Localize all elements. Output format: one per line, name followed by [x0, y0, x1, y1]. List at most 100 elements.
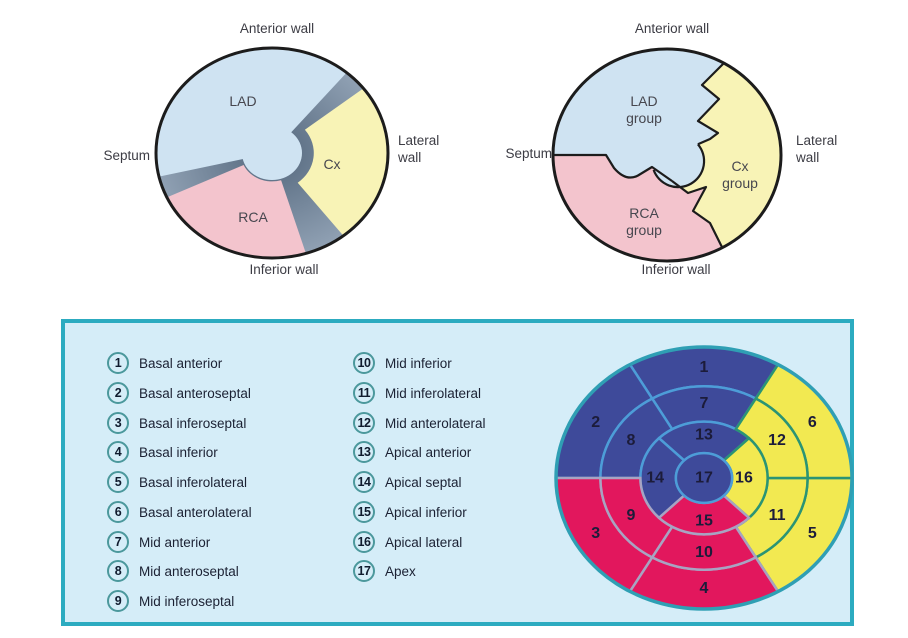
rca-cx-boundary [671, 180, 724, 249]
lateral-wall-label: Lateral wall [398, 133, 440, 165]
segment-label: Mid inferolateral [385, 385, 482, 401]
lad-label: LAD [229, 93, 256, 109]
legend-item: 3 Basal inferoseptal [107, 411, 246, 435]
inferior-wall-label: Inferior wall [249, 262, 319, 277]
anterior-wall-label: Anterior wall [634, 21, 710, 36]
segment-number-badge: 13 [353, 441, 375, 463]
legend-item: 7 Mid anterior [107, 530, 210, 554]
segment-number-badge: 12 [353, 412, 375, 434]
legend-item: 2 Basal anteroseptal [107, 381, 251, 405]
bullseye-segment-number: 10 [695, 544, 713, 561]
legend-item: 16 Apical lateral [353, 530, 462, 554]
cx-label: Cx [323, 156, 340, 172]
legend-item: 10 Mid inferior [353, 351, 452, 375]
segment-label: Basal inferoseptal [139, 415, 247, 431]
rca-group-label-line2: group [626, 222, 662, 238]
segment-number-badge: 9 [107, 590, 129, 612]
lateral-wall-label: Lateral wall [796, 133, 838, 165]
legend-item: 6 Basal anterolateral [107, 500, 252, 524]
bullseye-segment-number: 4 [700, 580, 709, 597]
ventricle-outline [154, 46, 390, 260]
segment-label: Apical anterior [385, 444, 472, 460]
rca-label: RCA [238, 209, 268, 225]
legend-item: 1 Basal anterior [107, 351, 222, 375]
lad-territory-region [156, 48, 347, 177]
segment-number-badge: 8 [107, 560, 129, 582]
lad-rca-boundary [553, 153, 673, 182]
artery-group-diagram: LAD group Cx group RCA group [551, 47, 783, 263]
segment-label: Mid anterolateral [385, 415, 486, 431]
bullseye-segment-number: 6 [808, 414, 817, 431]
bullseye-segment-number: 7 [700, 395, 709, 412]
segment-number-badge: 7 [107, 531, 129, 553]
legend-item: 14 Apical septal [353, 470, 462, 494]
ventricle-outline [551, 47, 783, 263]
segment-label: Basal anteroseptal [139, 385, 251, 401]
septum-label: Septum [103, 148, 150, 163]
legend-item: 5 Basal inferolateral [107, 470, 247, 494]
septum-label: Septum [505, 146, 552, 161]
cx-group-label-line1: Cx [731, 158, 748, 174]
segment-label: Apical lateral [385, 534, 463, 550]
bullseye-segment-number: 2 [591, 414, 600, 431]
central-lumen [242, 126, 302, 180]
rca-group-region [553, 155, 723, 262]
apex-knob-boundary [652, 143, 706, 189]
bullseye-segment-number: 12 [768, 432, 786, 449]
segment-number-badge: 5 [107, 471, 129, 493]
segment-label: Apical septal [385, 474, 462, 490]
segment-label: Apex [385, 563, 416, 579]
bullseye-segment-number: 9 [626, 507, 635, 524]
cx-territory-region [297, 88, 388, 236]
segment-number-badge: 10 [353, 352, 375, 374]
segment-label: Basal anterior [139, 355, 223, 371]
bullseye-segment-number: 13 [695, 426, 713, 443]
anterior-wall-label: Anterior wall [239, 21, 315, 36]
segment-legend-panel: 1 Basal anterior 2 Basal anteroseptal 3 … [61, 319, 854, 626]
bullseye-segment-number: 14 [646, 470, 664, 487]
segment-number-badge: 1 [107, 352, 129, 374]
bullseye-segment-number: 11 [769, 507, 786, 524]
segment-number-badge: 14 [353, 471, 375, 493]
bullseye-segment-number: 17 [695, 470, 713, 487]
artery-territory-diagram: LAD Cx RCA [154, 46, 390, 260]
segment-number-badge: 16 [353, 531, 375, 553]
segment-label: Basal inferior [139, 444, 218, 460]
inferior-wall-label: Inferior wall [641, 262, 711, 277]
segment-label: Mid inferior [385, 355, 452, 371]
segment-label: Basal anterolateral [139, 504, 252, 520]
segment-label: Basal inferolateral [139, 474, 248, 490]
bullseye-segment-number: 5 [808, 525, 817, 542]
lad-group-label-line1: LAD [630, 93, 657, 109]
segment-label: Apical inferior [385, 504, 467, 520]
bullseye-segment-number: 1 [700, 359, 709, 376]
rca-group-label-line1: RCA [629, 205, 659, 221]
lad-group-label-line2: group [626, 110, 662, 126]
segment-number-badge: 11 [353, 382, 375, 404]
legend-item: 15 Apical inferior [353, 500, 467, 524]
legend-item: 11 Mid inferolateral [353, 381, 481, 405]
segment-label: Mid anterior [139, 534, 211, 550]
segment-number-badge: 4 [107, 441, 129, 463]
bullseye-segment-number: 15 [695, 513, 713, 530]
segment-number-badge: 15 [353, 501, 375, 523]
legend-item: 8 Mid anteroseptal [107, 559, 239, 583]
segment-number-badge: 6 [107, 501, 129, 523]
apex-knob [652, 135, 704, 187]
segment-number-badge: 3 [107, 412, 129, 434]
segment-label: Mid anteroseptal [139, 563, 239, 579]
bullseye-segment-number: 3 [591, 525, 600, 542]
lad-cx-boundary [696, 62, 725, 146]
legend-item: 13 Apical anterior [353, 440, 471, 464]
legend-item: 12 Mid anterolateral [353, 411, 486, 435]
bullseye-segment-number: 16 [735, 470, 753, 487]
segment-number-badge: 17 [353, 560, 375, 582]
legend-item: 4 Basal inferior [107, 440, 218, 464]
bullseye-segment-17 [674, 451, 734, 505]
legend-item: 9 Mid inferoseptal [107, 589, 234, 613]
cx-group-label-line2: group [722, 175, 758, 191]
bullseye-rim [554, 345, 854, 611]
bullseye-segment-number: 8 [626, 432, 635, 449]
segment-number-badge: 2 [107, 382, 129, 404]
